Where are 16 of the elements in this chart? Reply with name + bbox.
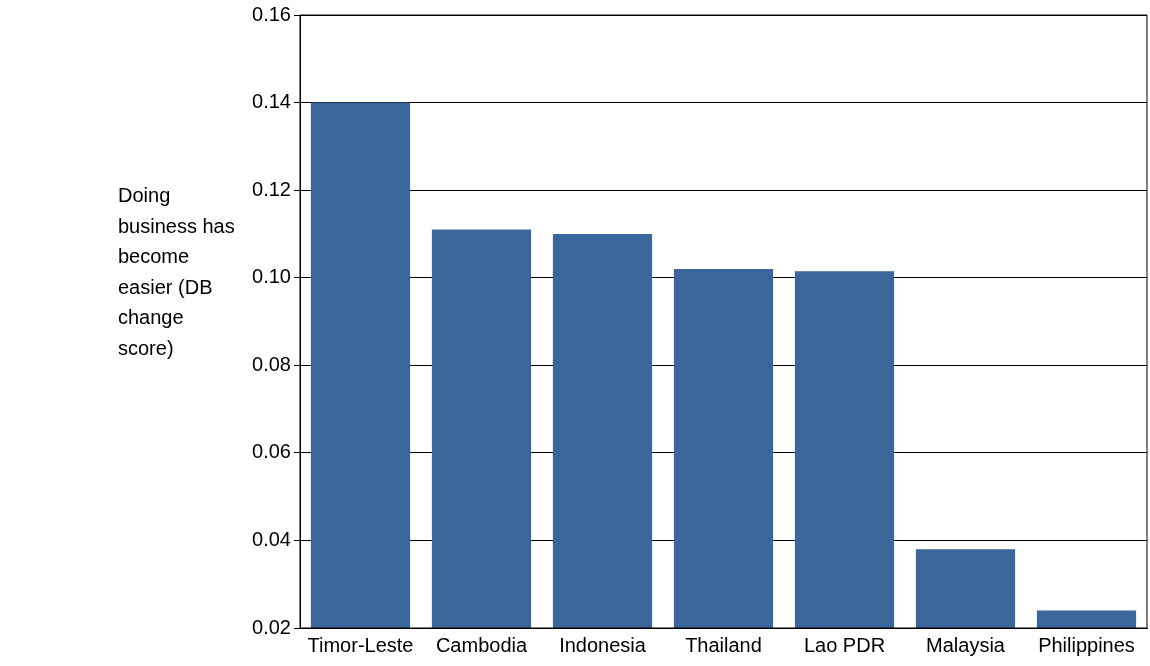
y-tick-label: 0.08 <box>252 352 291 375</box>
x-tick-label: Cambodia <box>435 633 528 656</box>
x-tick-label: Timor-Leste <box>307 633 414 656</box>
x-tick-label: Lao PDR <box>803 633 886 656</box>
y-tick-label: 0.02 <box>252 615 291 638</box>
y-tick-label: 0.14 <box>252 90 291 113</box>
x-tick-label: Indonesia <box>559 633 647 656</box>
y-tick-label: 0.04 <box>252 527 291 550</box>
y-tick-label: 0.16 <box>252 2 291 25</box>
y-tick-label: 0.12 <box>252 177 291 200</box>
x-tick-label: Thailand <box>685 633 762 656</box>
x-tick-label: Malaysia <box>926 633 1006 656</box>
y-axis-title: Doing business has become easier (DB change score) <box>118 183 236 361</box>
y-tick-label: 0.10 <box>252 265 291 288</box>
x-tick-label: Philippines <box>1038 633 1135 656</box>
y-tick-label: 0.06 <box>252 440 291 463</box>
